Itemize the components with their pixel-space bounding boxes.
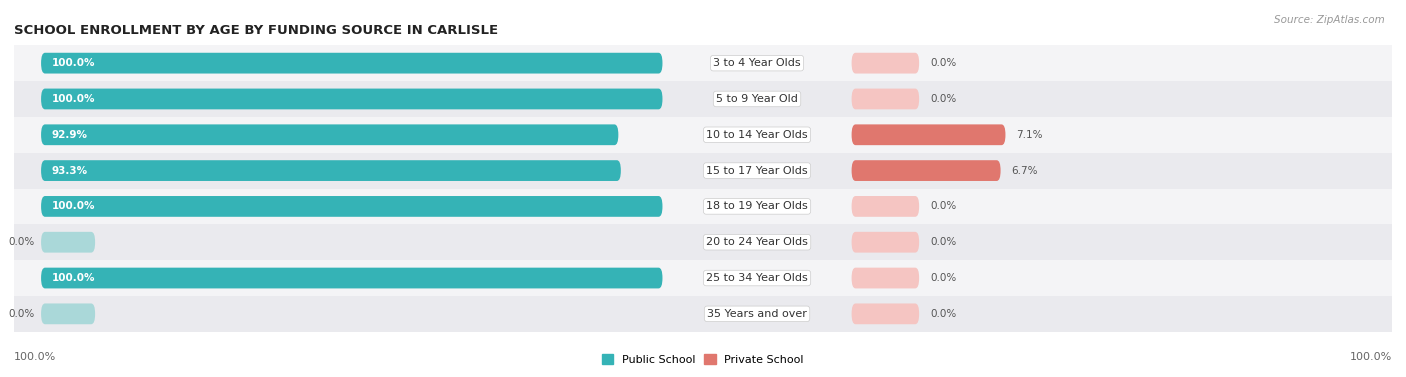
Text: SCHOOL ENROLLMENT BY AGE BY FUNDING SOURCE IN CARLISLE: SCHOOL ENROLLMENT BY AGE BY FUNDING SOUR… — [14, 24, 498, 37]
FancyBboxPatch shape — [852, 303, 920, 324]
Text: 25 to 34 Year Olds: 25 to 34 Year Olds — [706, 273, 808, 283]
Text: 93.3%: 93.3% — [52, 166, 89, 176]
FancyBboxPatch shape — [852, 53, 920, 74]
Text: 0.0%: 0.0% — [929, 58, 956, 68]
Text: 0.0%: 0.0% — [929, 237, 956, 247]
FancyBboxPatch shape — [852, 268, 920, 288]
FancyBboxPatch shape — [41, 268, 662, 288]
Text: 0.0%: 0.0% — [8, 237, 34, 247]
Text: 10 to 14 Year Olds: 10 to 14 Year Olds — [706, 130, 808, 140]
Bar — [14, 296, 1392, 332]
Bar — [14, 153, 1392, 188]
Text: 92.9%: 92.9% — [52, 130, 89, 140]
Bar — [14, 81, 1392, 117]
Text: 0.0%: 0.0% — [929, 309, 956, 319]
Text: 100.0%: 100.0% — [52, 94, 96, 104]
FancyBboxPatch shape — [41, 196, 662, 217]
Text: 35 Years and over: 35 Years and over — [707, 309, 807, 319]
Text: 0.0%: 0.0% — [929, 201, 956, 211]
Bar — [14, 45, 1392, 81]
FancyBboxPatch shape — [852, 196, 920, 217]
Bar — [14, 117, 1392, 153]
Text: 7.1%: 7.1% — [1017, 130, 1043, 140]
FancyBboxPatch shape — [41, 89, 662, 109]
Text: 0.0%: 0.0% — [929, 94, 956, 104]
Legend: Public School, Private School: Public School, Private School — [598, 350, 808, 369]
FancyBboxPatch shape — [41, 124, 619, 145]
FancyBboxPatch shape — [41, 232, 96, 253]
FancyBboxPatch shape — [41, 160, 621, 181]
FancyBboxPatch shape — [852, 124, 1005, 145]
Bar — [14, 188, 1392, 224]
Text: 100.0%: 100.0% — [52, 201, 96, 211]
FancyBboxPatch shape — [852, 160, 1001, 181]
Text: 6.7%: 6.7% — [1011, 166, 1038, 176]
Text: 100.0%: 100.0% — [52, 58, 96, 68]
FancyBboxPatch shape — [41, 53, 662, 74]
Bar — [14, 224, 1392, 260]
Text: 100.0%: 100.0% — [1350, 352, 1392, 362]
Text: 5 to 9 Year Old: 5 to 9 Year Old — [716, 94, 799, 104]
Bar — [14, 260, 1392, 296]
Text: 3 to 4 Year Olds: 3 to 4 Year Olds — [713, 58, 801, 68]
Text: 18 to 19 Year Olds: 18 to 19 Year Olds — [706, 201, 808, 211]
Text: 0.0%: 0.0% — [8, 309, 34, 319]
Text: Source: ZipAtlas.com: Source: ZipAtlas.com — [1274, 15, 1385, 25]
FancyBboxPatch shape — [852, 232, 920, 253]
Text: 0.0%: 0.0% — [929, 273, 956, 283]
Text: 20 to 24 Year Olds: 20 to 24 Year Olds — [706, 237, 808, 247]
Text: 100.0%: 100.0% — [52, 273, 96, 283]
Text: 15 to 17 Year Olds: 15 to 17 Year Olds — [706, 166, 808, 176]
FancyBboxPatch shape — [852, 89, 920, 109]
Text: 100.0%: 100.0% — [14, 352, 56, 362]
FancyBboxPatch shape — [41, 303, 96, 324]
